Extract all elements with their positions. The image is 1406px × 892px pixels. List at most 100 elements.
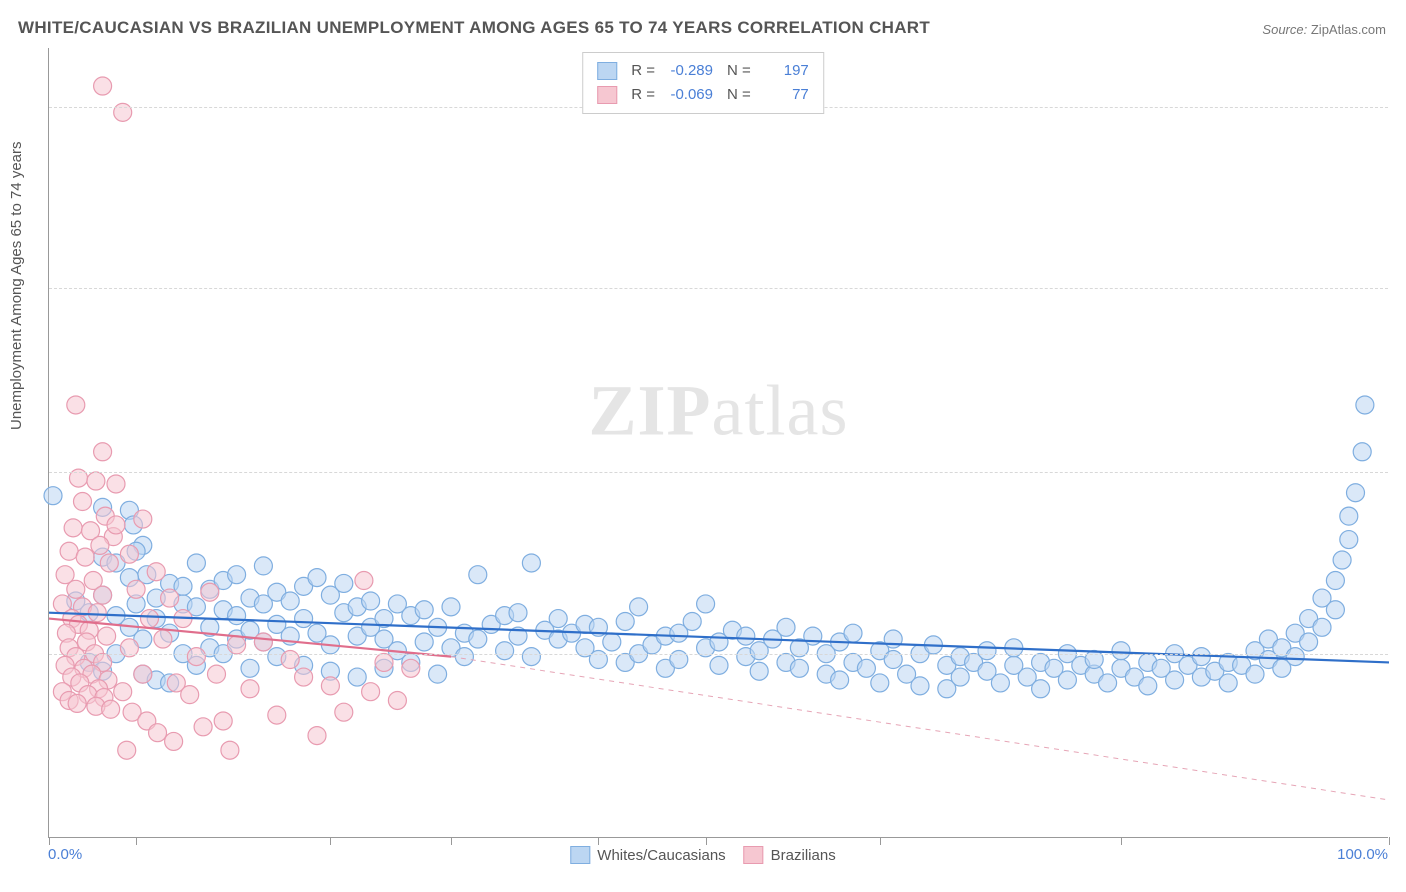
data-point xyxy=(87,472,105,490)
data-point xyxy=(67,580,85,598)
data-point xyxy=(442,598,460,616)
gridline-h xyxy=(49,654,1388,655)
data-point xyxy=(1112,642,1130,660)
data-point xyxy=(321,677,339,695)
data-point xyxy=(147,563,165,581)
data-point xyxy=(362,683,380,701)
data-point xyxy=(362,592,380,610)
data-point xyxy=(415,601,433,619)
data-point xyxy=(181,686,199,704)
stat-n-value: 197 xyxy=(761,59,809,83)
data-point xyxy=(348,668,366,686)
data-point xyxy=(1286,648,1304,666)
data-point xyxy=(683,612,701,630)
data-point xyxy=(64,519,82,537)
chart-title: WHITE/CAUCASIAN VS BRAZILIAN UNEMPLOYMEN… xyxy=(18,18,930,38)
chart-plot-area: ZIPatlas 6.3%12.5%18.8%25.0% xyxy=(48,48,1388,838)
data-point xyxy=(295,668,313,686)
data-point xyxy=(469,630,487,648)
data-point xyxy=(134,665,152,683)
data-point xyxy=(1326,601,1344,619)
data-point xyxy=(871,674,889,692)
data-point xyxy=(241,659,259,677)
data-point xyxy=(221,741,239,759)
data-point xyxy=(100,554,118,572)
data-point xyxy=(630,598,648,616)
data-point xyxy=(114,683,132,701)
x-tick xyxy=(330,837,331,845)
data-point xyxy=(1326,572,1344,590)
data-point xyxy=(141,610,159,628)
data-point xyxy=(201,583,219,601)
data-point xyxy=(268,706,286,724)
gridline-h xyxy=(49,288,1388,289)
data-point xyxy=(194,718,212,736)
data-point xyxy=(98,627,116,645)
data-point xyxy=(522,554,540,572)
legend-stat-row: R =-0.069N =77 xyxy=(597,83,809,107)
legend-item: Brazilians xyxy=(744,846,836,864)
data-point xyxy=(154,630,172,648)
stat-r-value: -0.069 xyxy=(665,83,713,107)
x-axis-min-label: 0.0% xyxy=(48,846,82,863)
correlation-legend: R =-0.289N =197R =-0.069N =77 xyxy=(582,52,824,114)
data-point xyxy=(74,493,92,511)
data-point xyxy=(857,659,875,677)
data-point xyxy=(831,671,849,689)
data-point xyxy=(549,610,567,628)
source-value: ZipAtlas.com xyxy=(1311,22,1386,37)
data-point xyxy=(91,536,109,554)
data-point xyxy=(429,665,447,683)
data-point xyxy=(107,516,125,534)
data-point xyxy=(697,595,715,613)
x-axis-max-label: 100.0% xyxy=(1337,846,1388,863)
data-point xyxy=(120,545,138,563)
data-point xyxy=(94,443,112,461)
data-point xyxy=(790,659,808,677)
legend-swatch xyxy=(744,846,764,864)
data-point xyxy=(295,610,313,628)
x-tick xyxy=(706,837,707,845)
data-point xyxy=(228,566,246,584)
data-point xyxy=(1356,396,1374,414)
data-point xyxy=(1166,671,1184,689)
data-point xyxy=(228,636,246,654)
x-tick xyxy=(1121,837,1122,845)
x-tick xyxy=(598,837,599,845)
data-point xyxy=(469,566,487,584)
data-point xyxy=(522,648,540,666)
data-point xyxy=(603,633,621,651)
data-point xyxy=(94,77,112,95)
legend-swatch xyxy=(597,62,617,80)
data-point xyxy=(94,586,112,604)
data-point xyxy=(254,633,272,651)
data-point xyxy=(76,548,94,566)
data-point xyxy=(281,592,299,610)
data-point xyxy=(1099,674,1117,692)
data-point xyxy=(165,732,183,750)
data-point xyxy=(1058,671,1076,689)
data-point xyxy=(1032,680,1050,698)
data-point xyxy=(911,677,929,695)
x-tick xyxy=(1389,837,1390,845)
data-point xyxy=(375,653,393,671)
data-point xyxy=(335,574,353,592)
data-point xyxy=(1313,618,1331,636)
data-point xyxy=(102,700,120,718)
legend-stat-row: R =-0.289N =197 xyxy=(597,59,809,83)
legend-label: Brazilians xyxy=(771,847,836,864)
stat-r-value: -0.289 xyxy=(665,59,713,83)
data-point xyxy=(60,542,78,560)
data-point xyxy=(67,396,85,414)
data-point xyxy=(1300,633,1318,651)
x-tick xyxy=(49,837,50,845)
data-point xyxy=(1219,674,1237,692)
data-point xyxy=(402,659,420,677)
x-tick xyxy=(880,837,881,845)
stat-n-value: 77 xyxy=(761,83,809,107)
data-point xyxy=(978,642,996,660)
data-point xyxy=(710,656,728,674)
data-point xyxy=(161,589,179,607)
y-axis-label: Unemployment Among Ages 65 to 74 years xyxy=(8,141,25,430)
data-point xyxy=(496,642,514,660)
